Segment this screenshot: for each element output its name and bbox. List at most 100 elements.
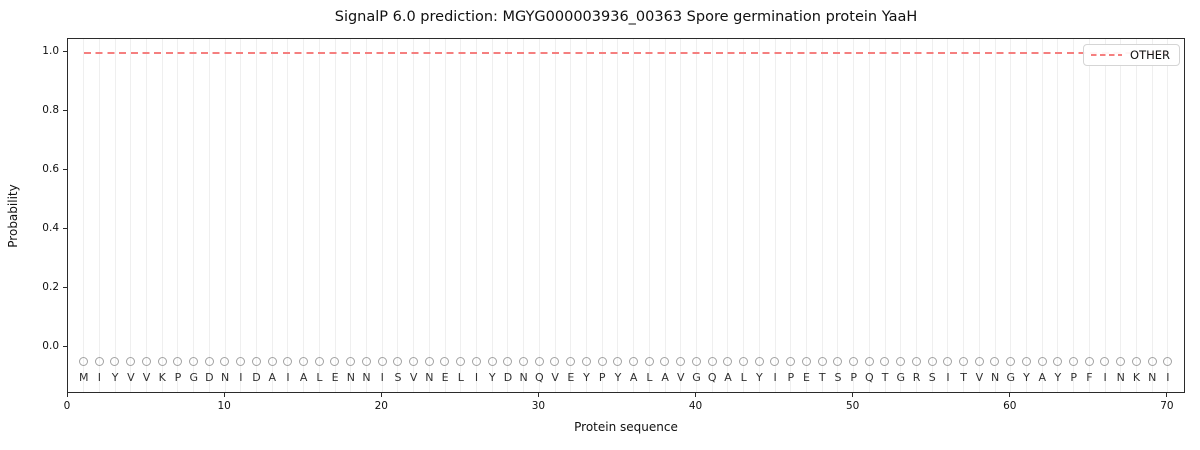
residue-circle	[157, 356, 167, 366]
gridline	[224, 39, 226, 392]
residue-letter: S	[834, 370, 842, 384]
y-axis-label: Probability	[6, 184, 20, 248]
residue-circle	[126, 356, 136, 366]
residue-letter: A	[268, 370, 277, 384]
residue-letter: A	[724, 370, 732, 384]
residue-circle	[79, 356, 88, 366]
residue-circle	[1068, 356, 1078, 366]
residue-circle	[487, 356, 497, 366]
residue-letter: I	[286, 370, 290, 384]
gridline	[696, 39, 698, 392]
residue-letter: I	[1103, 370, 1107, 384]
gridline	[114, 39, 116, 392]
gridline	[1136, 39, 1137, 392]
residue-letter: Y	[756, 370, 763, 384]
gridline	[83, 39, 85, 392]
residue-letter: Q	[707, 370, 717, 384]
residue-circle	[1053, 356, 1063, 366]
residue-circle	[770, 356, 780, 366]
y-tick	[63, 346, 67, 348]
gridline	[1104, 39, 1106, 392]
residue-circle	[471, 356, 481, 366]
residue-letter: I	[773, 370, 777, 384]
residue-circle	[644, 356, 654, 366]
gridline	[570, 39, 572, 392]
gridline	[381, 39, 383, 392]
residue-circle	[990, 356, 1000, 366]
residue-circle	[377, 356, 387, 366]
x-tick	[223, 393, 225, 397]
gridline	[476, 39, 478, 392]
residue-circle	[408, 356, 418, 366]
residue-letter: S	[394, 370, 402, 384]
residue-letter: A	[629, 370, 638, 384]
gridline	[931, 39, 933, 392]
residue-letter: P	[598, 370, 606, 384]
residue-circle	[503, 356, 513, 366]
residue-letter: V	[142, 370, 151, 384]
gridline	[900, 39, 902, 392]
residue-letter: Y	[583, 370, 590, 384]
residue-circle	[1021, 356, 1031, 366]
legend: OTHER	[1083, 44, 1180, 66]
residue-circle	[283, 356, 293, 366]
gridline	[758, 39, 760, 392]
gridline	[884, 39, 886, 392]
residue-circle	[236, 356, 246, 366]
residue-letter: Y	[1023, 370, 1030, 384]
residue-circle	[189, 356, 198, 366]
residue-circle	[676, 356, 686, 366]
residue-letter: V	[975, 370, 984, 384]
residue-circle	[974, 356, 984, 366]
gridline	[287, 39, 289, 392]
gridline	[963, 39, 965, 392]
residue-circle	[1147, 356, 1157, 366]
residue-circle	[786, 356, 796, 366]
gridline	[1120, 39, 1122, 392]
x-tick-label: 0	[63, 400, 71, 412]
residue-letter: G	[1006, 370, 1016, 384]
residue-letter: N	[1148, 370, 1157, 384]
gridline	[916, 39, 918, 392]
gridline	[193, 39, 195, 392]
residue-circle	[518, 356, 528, 366]
residue-circle	[393, 356, 403, 366]
residue-letter: A	[1038, 370, 1046, 384]
gridline	[853, 39, 855, 392]
residue-circle	[361, 356, 371, 366]
residue-circle	[346, 356, 356, 366]
residue-letter: T	[960, 370, 968, 384]
residue-circle	[173, 356, 183, 366]
residue-letter: V	[127, 370, 135, 384]
residue-circle	[880, 356, 890, 366]
residue-letter: I	[946, 370, 950, 384]
residue-letter: L	[646, 370, 653, 384]
y-tick-label: 1.0	[42, 45, 59, 58]
x-tick	[695, 393, 697, 397]
residue-circle	[738, 356, 748, 366]
residue-circle	[817, 356, 827, 366]
gridline	[1010, 39, 1012, 392]
residue-circle	[581, 356, 591, 366]
gridline	[413, 39, 415, 392]
x-tick-label: 30	[531, 400, 546, 412]
gridline	[256, 39, 258, 392]
residue-circle	[1037, 356, 1047, 366]
y-tick	[63, 228, 67, 230]
y-tick-label: 0.6	[42, 163, 59, 176]
residue-letter: I	[380, 370, 384, 384]
residue-circle	[1131, 356, 1141, 366]
residue-letter: T	[818, 370, 826, 384]
residue-circle	[141, 356, 151, 366]
residue-letter: E	[331, 370, 339, 384]
gridline	[350, 39, 352, 392]
gridline	[318, 39, 320, 392]
gridline	[428, 39, 430, 392]
x-tick	[537, 393, 539, 397]
residue-letter: Q	[865, 370, 874, 384]
gridline	[680, 39, 682, 392]
y-tick	[63, 169, 67, 171]
gridline	[1167, 39, 1169, 392]
gridline	[491, 39, 493, 392]
